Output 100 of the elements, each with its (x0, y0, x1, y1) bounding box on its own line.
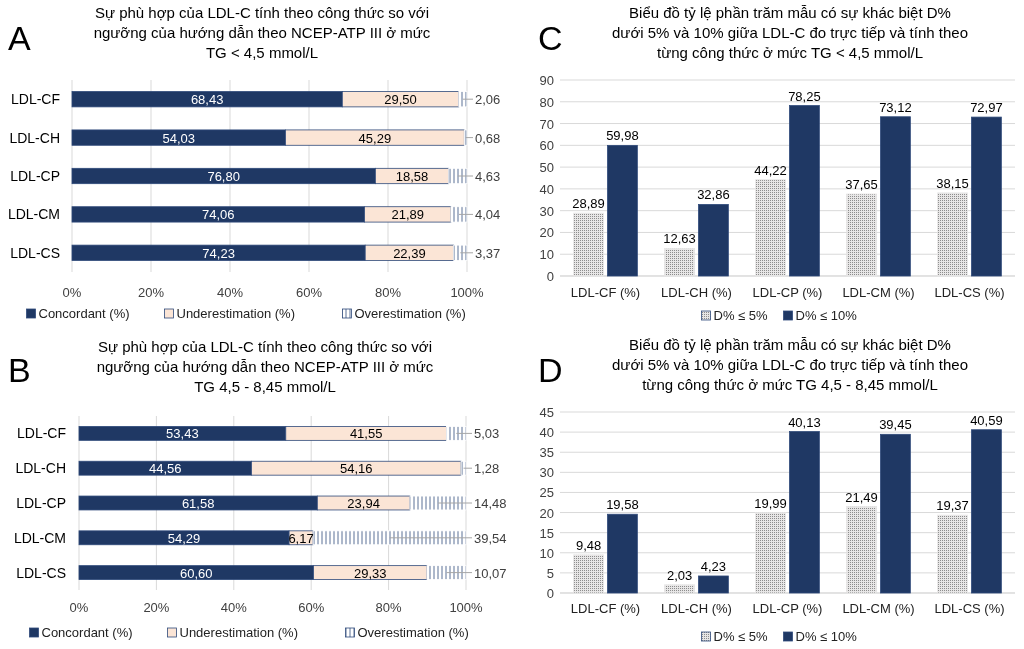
data-label: 39,45 (879, 417, 912, 433)
y-tick-label: 40 (539, 425, 554, 441)
chart-title: Biểu đồ tỷ lệ phần trăm mẫu có sự khác biệt D% dưới 5% và 10% giữa LDL-C đo trực tiếp và tính theo từng công thức ở mức TG 4,5 - 8,45 mmol/L (612, 336, 968, 393)
data-label: 61,58 (181, 496, 215, 511)
data-label: 6,17 (288, 530, 314, 546)
data-label: 44,56 (148, 461, 182, 477)
y-tick-label: 45 (539, 405, 554, 420)
data-label: 12,63 (663, 231, 696, 247)
y-tick-label: LDL-CS (16, 564, 66, 581)
legend-label: Concordant (%) (38, 306, 130, 321)
bar (426, 565, 467, 580)
y-tick-label: LDL-CP (16, 495, 66, 511)
bar (937, 514, 968, 594)
y-tick-label: 35 (539, 445, 554, 461)
legend-label: D% ≤ 10% (795, 308, 858, 323)
x-tick-label: 100% (449, 600, 484, 615)
bar (880, 116, 911, 277)
data-label: 29,50 (384, 92, 417, 108)
bar (409, 495, 467, 511)
bar (846, 506, 877, 594)
data-label: 38,15 (936, 175, 969, 191)
y-tick-label: LDL-CF (10, 91, 60, 108)
y-tick-label: LDL-CM (13, 529, 66, 546)
data-label: 40,13 (788, 414, 821, 430)
text: D (538, 351, 563, 389)
y-tick-label: 0 (546, 586, 554, 601)
x-tick-label: 20% (137, 285, 165, 300)
legend-label: D% ≤ 5% (713, 308, 769, 323)
y-tick-label: 25 (539, 485, 554, 501)
data-label: 76,80 (207, 169, 240, 184)
legend-label: Concordant (%) (41, 625, 133, 640)
data-label: 39,54 (474, 530, 507, 546)
y-tick-label: LDL-CP (10, 168, 60, 184)
bar (937, 192, 968, 277)
bar (971, 429, 1002, 594)
y-tick-label: 60 (539, 138, 554, 154)
y-tick-label: 20 (539, 225, 554, 241)
bar (448, 167, 468, 185)
legend-label: Underestimation (%) (179, 625, 298, 640)
data-label: 23,94 (347, 496, 380, 511)
x-tick-label: LDL-CM (%) (842, 285, 915, 300)
data-label: 73,12 (879, 99, 912, 115)
x-tick-label: 100% (450, 285, 485, 300)
x-tick-label: 20% (143, 600, 170, 615)
data-label: 4,04 (475, 207, 501, 223)
data-label: 19,37 (936, 498, 969, 514)
data-label: 4,63 (475, 169, 501, 184)
legend-label: Overestimation (%) (354, 306, 466, 321)
bar (755, 179, 786, 277)
x-tick-label: LDL-CP (%) (752, 285, 823, 300)
data-label: 1,28 (474, 461, 500, 477)
x-tick-label: LDL-CM (%) (842, 601, 915, 616)
x-tick-label: 60% (298, 600, 325, 615)
legend-label: Underestimation (%) (176, 306, 295, 321)
y-tick-label: 40 (539, 181, 554, 197)
x-tick-label: LDL-CP (%) (752, 601, 823, 616)
bar (880, 433, 911, 594)
x-tick-label: LDL-CF (%) (570, 285, 641, 300)
x-tick-label: LDL-CH (%) (661, 601, 732, 616)
bar (573, 212, 604, 277)
data-label: 0,68 (475, 130, 501, 146)
bar (573, 554, 604, 594)
x-tick-label: 80% (375, 600, 403, 615)
bar (789, 431, 820, 594)
data-label: 74,23 (202, 245, 235, 261)
bar (446, 426, 467, 441)
data-label: 28,89 (572, 196, 605, 212)
bar (607, 513, 638, 594)
bar (453, 244, 468, 261)
data-label: 53,43 (166, 426, 199, 442)
x-tick-label: 80% (374, 285, 402, 300)
chart-title: Biểu đồ tỷ lệ phần trăm mẫu có sự khác biệt D% dưới 5% và 10% giữa LDL-C đo trực tiếp và tính theo từng công thức ở mức TG < 4,5 mmol/L (612, 4, 968, 61)
x-tick-label: LDL-CS (%) (934, 285, 1005, 300)
text: B (8, 351, 31, 389)
data-label: 40,59 (970, 412, 1003, 428)
x-tick-label: 40% (216, 285, 244, 300)
y-tick-label: 5 (546, 565, 554, 581)
y-tick-label: LDL-CH (9, 129, 60, 146)
y-tick-label: 30 (539, 465, 554, 481)
bar (789, 105, 820, 277)
data-label: 54,29 (167, 530, 201, 546)
bar (463, 129, 468, 146)
data-label: 60,60 (179, 565, 213, 581)
y-tick-label: 30 (539, 203, 554, 219)
data-label: 41,55 (349, 426, 383, 442)
bar (312, 530, 467, 546)
x-tick-label: LDL-CF (%) (570, 601, 641, 616)
bar (971, 116, 1002, 277)
data-label: 22,39 (393, 245, 426, 261)
y-tick-label: 50 (539, 160, 554, 176)
bar (458, 91, 468, 108)
legend-label: D% ≤ 10% (795, 629, 858, 644)
x-tick-label: 0% (69, 600, 89, 615)
data-label: 72,97 (970, 100, 1003, 116)
data-label: 21,49 (845, 489, 878, 505)
data-label: 37,65 (845, 177, 878, 193)
data-label: 32,86 (697, 187, 730, 203)
data-label: 21,89 (391, 207, 425, 223)
data-label: 44,22 (754, 162, 787, 178)
bar (846, 193, 877, 277)
